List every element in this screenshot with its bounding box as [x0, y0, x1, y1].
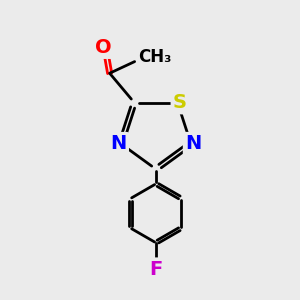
Text: F: F — [149, 260, 163, 279]
Text: S: S — [173, 93, 187, 112]
Text: O: O — [95, 38, 112, 57]
Text: CH₃: CH₃ — [138, 48, 172, 66]
Text: N: N — [185, 134, 201, 153]
Text: N: N — [110, 134, 127, 153]
